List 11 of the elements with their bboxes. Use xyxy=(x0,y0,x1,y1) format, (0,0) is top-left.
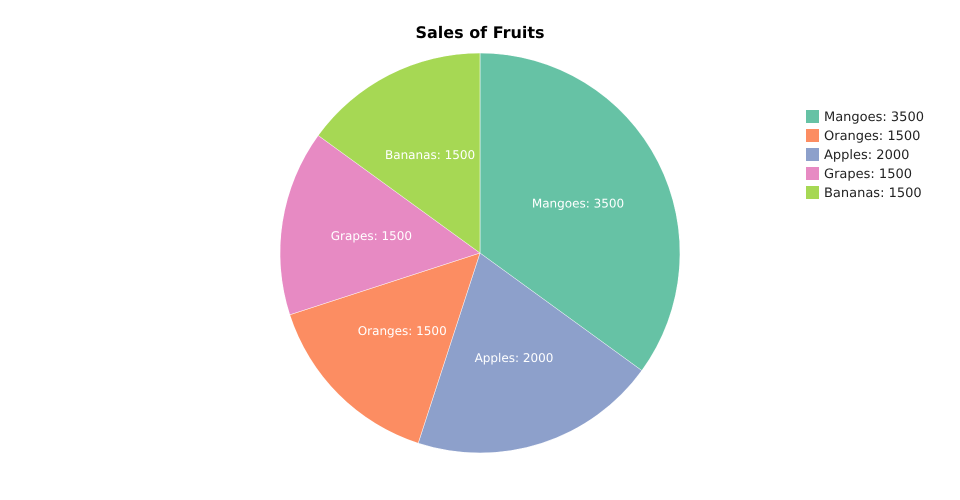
slice-label: Grapes: 1500 xyxy=(330,228,412,243)
legend-label: Oranges: 1500 xyxy=(824,129,920,144)
slice-label: Bananas: 1500 xyxy=(384,148,476,162)
slice-label: Oranges: 1500 xyxy=(358,324,447,338)
legend-label: Apples: 2000 xyxy=(824,148,910,163)
legend-label: Mangoes: 3500 xyxy=(824,110,924,125)
slice-label: Mangoes: 3500 xyxy=(532,196,624,210)
slice-label: Apples: 2000 xyxy=(474,350,554,365)
legend-label: Grapes: 1500 xyxy=(824,167,912,182)
chart-title: Sales of Fruits xyxy=(415,23,545,42)
legend-label: Bananas: 1500 xyxy=(824,186,922,201)
